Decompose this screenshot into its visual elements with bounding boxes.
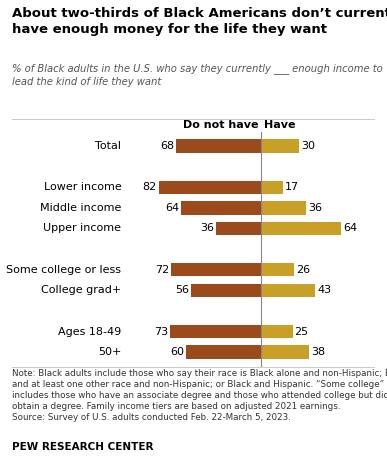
Text: Ages 18-49: Ages 18-49 [58, 327, 122, 337]
Bar [261, 345, 309, 359]
Text: 68: 68 [160, 141, 175, 151]
Text: Some college or less: Some college or less [6, 265, 122, 274]
Text: 26: 26 [296, 265, 310, 274]
Text: College grad+: College grad+ [41, 285, 122, 295]
Text: 82: 82 [143, 182, 157, 192]
Text: 73: 73 [154, 327, 168, 337]
Text: 38: 38 [311, 347, 325, 357]
Bar [261, 180, 283, 194]
Text: 30: 30 [301, 141, 315, 151]
Bar [171, 263, 261, 276]
Text: 36: 36 [200, 224, 214, 234]
Text: 25: 25 [295, 327, 308, 337]
Text: 64: 64 [165, 203, 180, 213]
Bar [159, 180, 261, 194]
Text: 50+: 50+ [98, 347, 122, 357]
Bar [261, 263, 294, 276]
Text: Middle income: Middle income [40, 203, 122, 213]
Text: Have: Have [264, 119, 295, 130]
Text: 17: 17 [284, 182, 299, 192]
Bar [182, 201, 261, 215]
Text: 36: 36 [308, 203, 322, 213]
Bar [261, 222, 341, 235]
Text: Lower income: Lower income [44, 182, 122, 192]
Bar [261, 201, 307, 215]
Text: Do not have: Do not have [183, 119, 259, 130]
Text: PEW RESEARCH CENTER: PEW RESEARCH CENTER [12, 442, 153, 452]
Text: Upper income: Upper income [43, 224, 122, 234]
Bar [191, 283, 261, 297]
Text: About two-thirds of Black Americans don’t currently
have enough money for the li: About two-thirds of Black Americans don’… [12, 7, 387, 36]
Bar [261, 283, 315, 297]
Text: Total: Total [95, 141, 122, 151]
Text: 64: 64 [343, 224, 357, 234]
Bar [261, 325, 293, 338]
Text: 43: 43 [317, 285, 331, 295]
Text: 56: 56 [175, 285, 190, 295]
Bar [216, 222, 261, 235]
Bar [261, 139, 299, 153]
Text: 60: 60 [171, 347, 185, 357]
Bar [176, 139, 261, 153]
Bar [170, 325, 261, 338]
Text: 72: 72 [155, 265, 170, 274]
Text: Note: Black adults include those who say their race is Black alone and non-Hispa: Note: Black adults include those who say… [12, 369, 387, 423]
Text: % of Black adults in the U.S. who say they currently ___ enough income to
lead t: % of Black adults in the U.S. who say th… [12, 63, 382, 87]
Bar [187, 345, 261, 359]
